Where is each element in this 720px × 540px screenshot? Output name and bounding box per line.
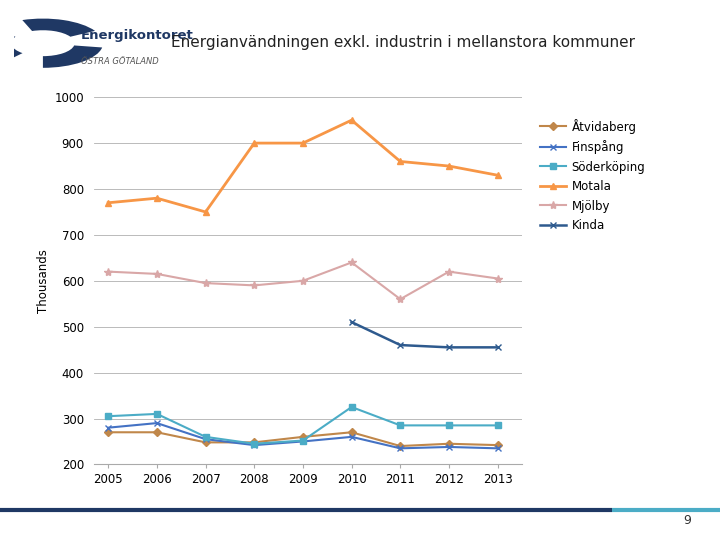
- Åtvidaberg: [445, 441, 454, 447]
- Y-axis label: Thousands: Thousands: [37, 249, 50, 313]
- Åtvidaberg: [250, 439, 258, 446]
- Legend: Åtvidaberg, Finspång, Söderköping, Motala, Mjölby, Kinda: Åtvidaberg, Finspång, Söderköping, Motal…: [535, 114, 650, 237]
- Line: Åtvidaberg: Åtvidaberg: [105, 429, 500, 449]
- Motala: [153, 195, 161, 201]
- Text: 9: 9: [683, 514, 691, 526]
- Söderköping: [493, 422, 502, 429]
- Motala: [250, 140, 258, 146]
- Motala: [299, 140, 307, 146]
- Line: Motala: Motala: [104, 117, 501, 215]
- Mjölby: [396, 296, 405, 302]
- Finspång: [347, 434, 356, 440]
- Motala: [493, 172, 502, 178]
- Motala: [347, 117, 356, 123]
- Line: Kinda: Kinda: [348, 319, 501, 351]
- Söderköping: [347, 404, 356, 410]
- Text: ÖSTRA GÖTALAND: ÖSTRA GÖTALAND: [81, 57, 158, 66]
- Åtvidaberg: [299, 434, 307, 440]
- Wedge shape: [0, 31, 22, 62]
- Finspång: [299, 438, 307, 445]
- Finspång: [250, 442, 258, 448]
- Line: Söderköping: Söderköping: [104, 403, 501, 447]
- Kinda: [445, 344, 454, 350]
- Mjölby: [250, 282, 258, 288]
- Text: Energikontoret: Energikontoret: [81, 29, 194, 42]
- Söderköping: [396, 422, 405, 429]
- Finspång: [104, 424, 112, 431]
- Finspång: [396, 445, 405, 451]
- Motala: [396, 158, 405, 165]
- Motala: [202, 208, 210, 215]
- Motala: [104, 199, 112, 206]
- Circle shape: [32, 39, 54, 48]
- Söderköping: [104, 413, 112, 420]
- Söderköping: [299, 437, 307, 444]
- Finspång: [445, 444, 454, 450]
- Mjölby: [104, 268, 112, 275]
- Text: Energianvändningen exkl. industrin i mellanstora kommuner: Energianvändningen exkl. industrin i mel…: [171, 35, 635, 50]
- Finspång: [493, 445, 502, 451]
- Wedge shape: [22, 18, 95, 37]
- Finspång: [202, 436, 210, 442]
- Line: Mjölby: Mjölby: [104, 258, 502, 303]
- Mjölby: [153, 271, 161, 277]
- Söderköping: [153, 410, 161, 417]
- Kinda: [347, 319, 356, 325]
- Åtvidaberg: [104, 429, 112, 435]
- Åtvidaberg: [347, 429, 356, 435]
- Line: Finspång: Finspång: [104, 420, 501, 452]
- Wedge shape: [43, 45, 102, 68]
- Söderköping: [445, 422, 454, 429]
- Åtvidaberg: [202, 439, 210, 446]
- Mjölby: [299, 278, 307, 284]
- Finspång: [153, 420, 161, 427]
- Åtvidaberg: [396, 443, 405, 449]
- Mjölby: [202, 280, 210, 286]
- Åtvidaberg: [153, 429, 161, 435]
- Mjölby: [347, 259, 356, 266]
- Mjölby: [493, 275, 502, 282]
- Söderköping: [202, 434, 210, 440]
- Åtvidaberg: [493, 442, 502, 448]
- Söderköping: [250, 441, 258, 447]
- Kinda: [493, 344, 502, 350]
- Mjölby: [445, 268, 454, 275]
- Motala: [445, 163, 454, 169]
- Kinda: [396, 342, 405, 348]
